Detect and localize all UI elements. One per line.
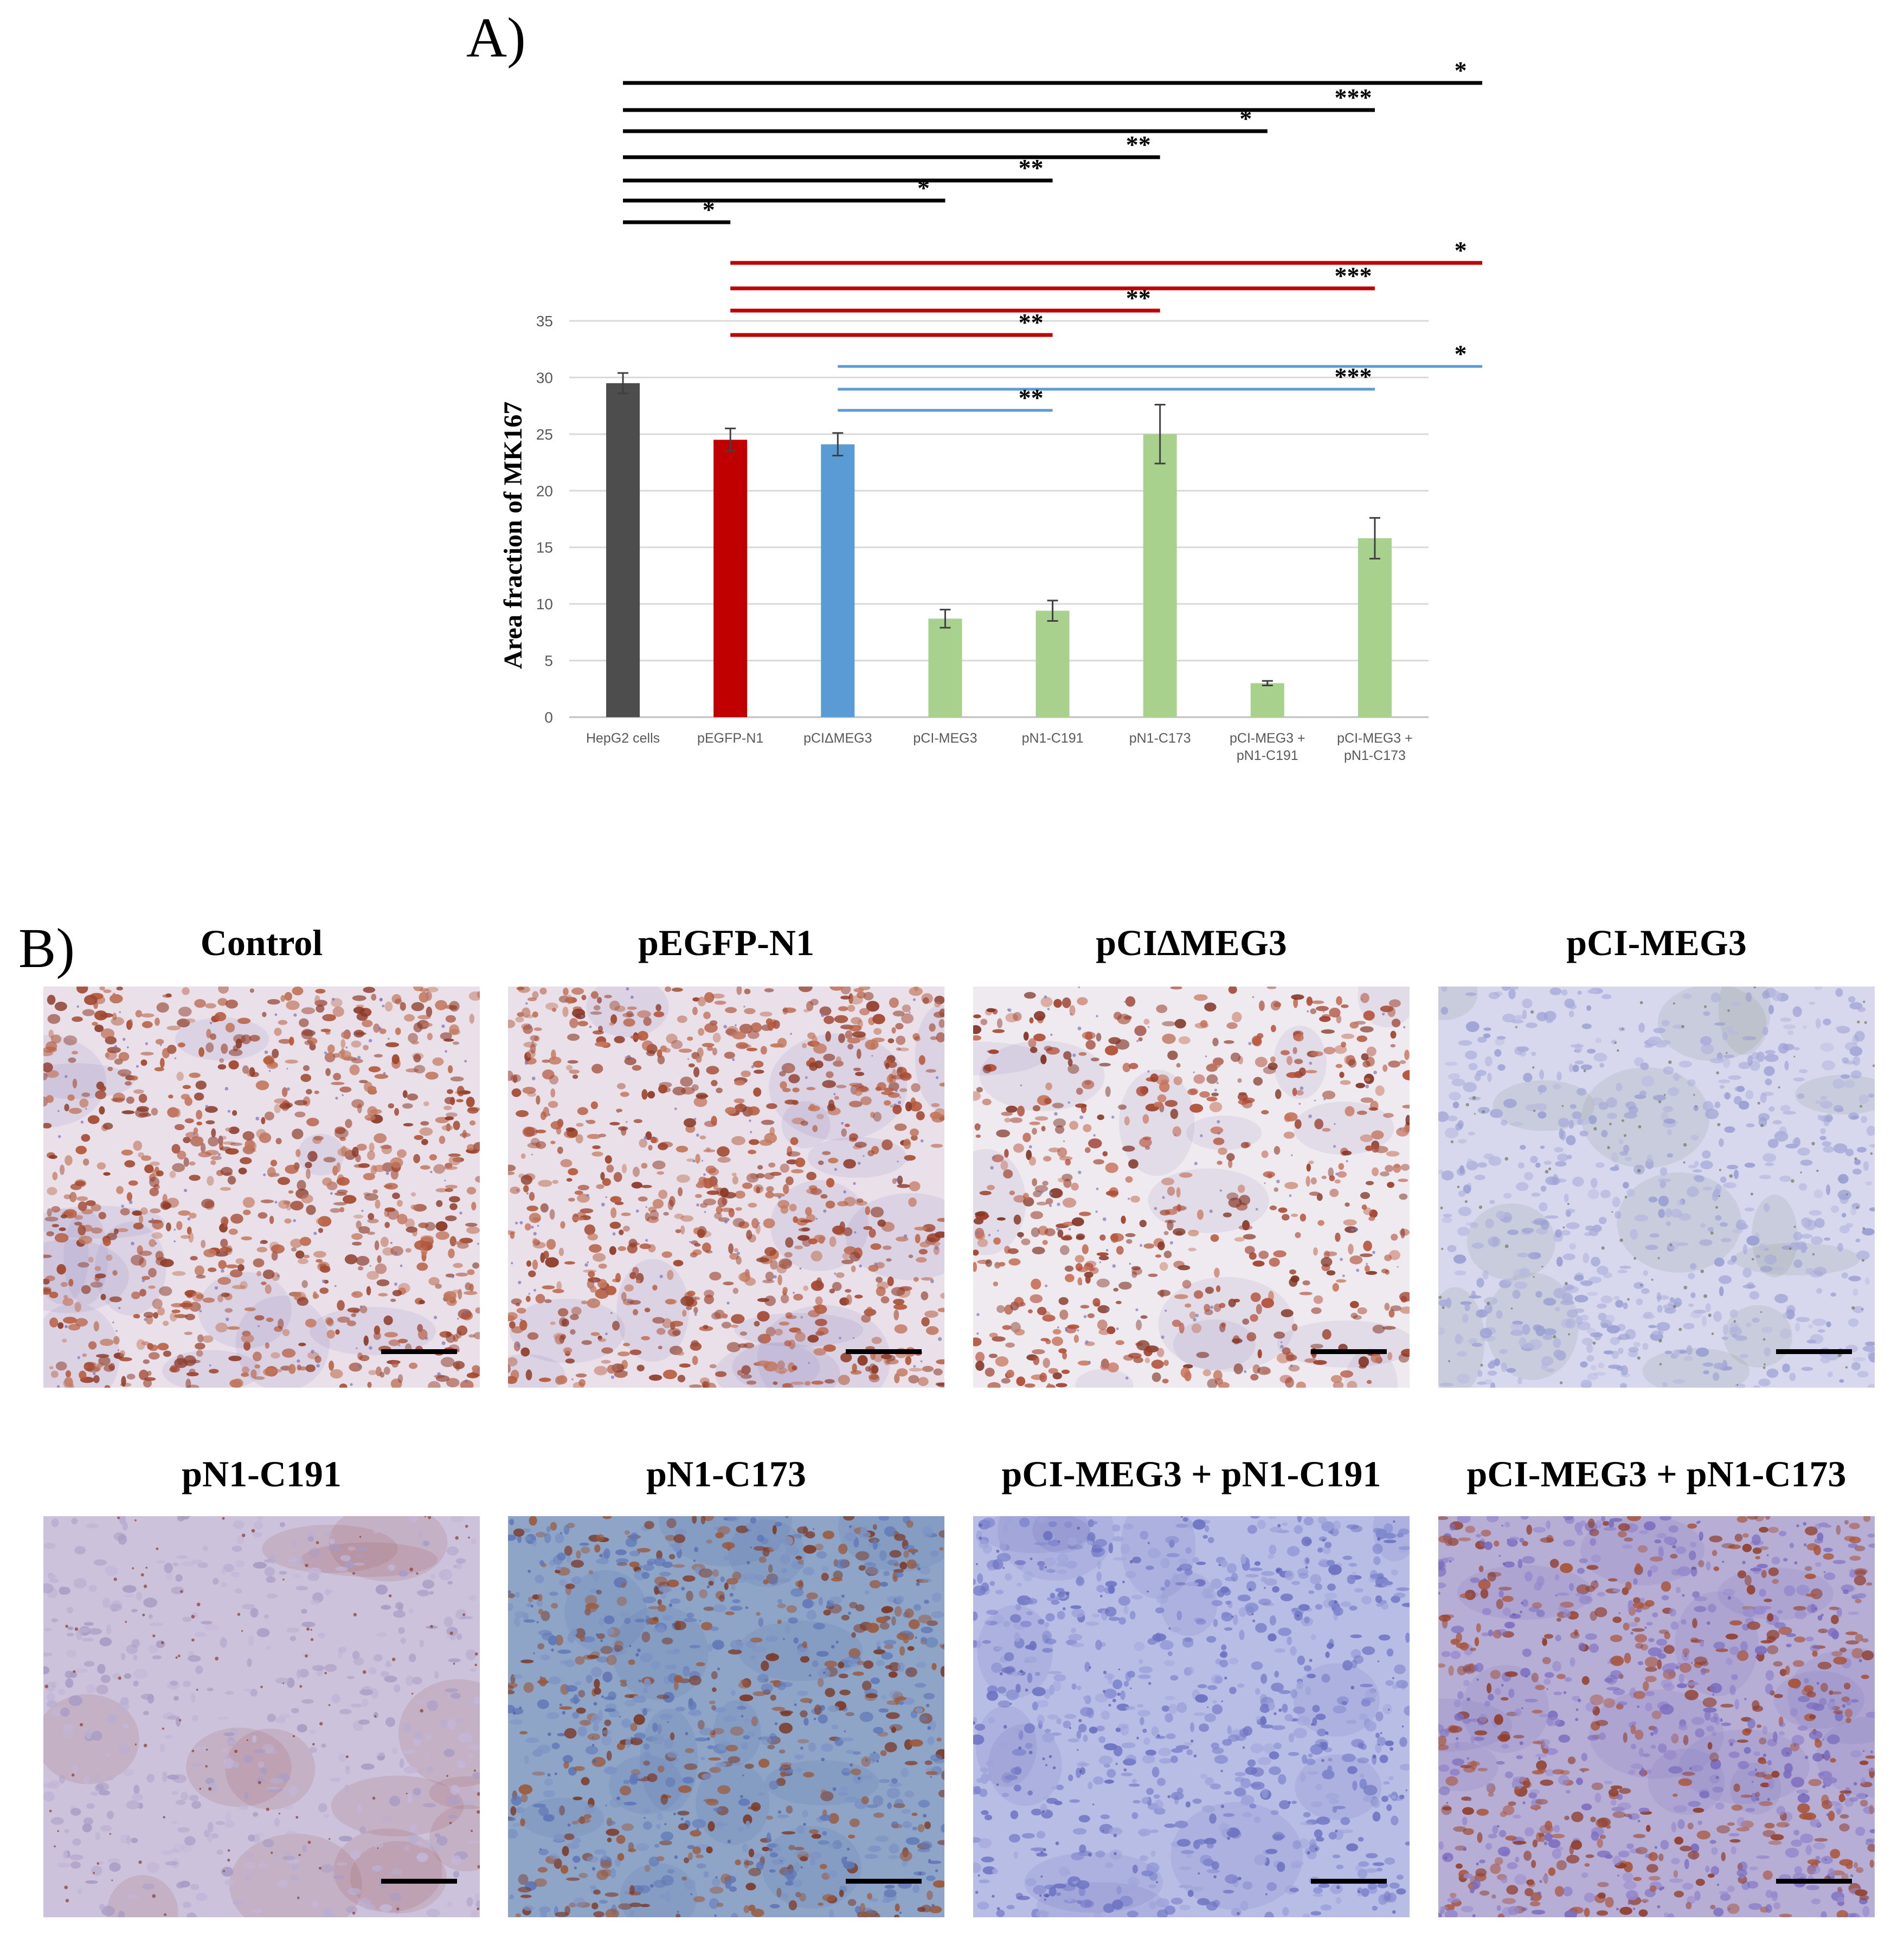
significance-stars: * (703, 196, 715, 223)
y-tick-label: 20 (536, 482, 553, 499)
scale-bar (1776, 1349, 1852, 1354)
bar (713, 440, 748, 717)
y-tick-label: 5 (544, 653, 553, 669)
significance-stars: ** (1019, 308, 1044, 336)
scale-bar (1311, 1879, 1387, 1884)
micrograph-title: pCI-MEG3 + pN1-C191 (1001, 1453, 1381, 1494)
micrograph-image (508, 1516, 944, 1917)
significance-stars: * (917, 174, 930, 202)
significance-stars: * (1455, 340, 1467, 368)
x-tick-label: pN1-C191 (1237, 748, 1298, 763)
micrograph-image (43, 1516, 480, 1917)
significance-stars: ** (1126, 131, 1151, 158)
scale-bar (1311, 1349, 1387, 1354)
significance-stars: * (1455, 56, 1467, 84)
bar (606, 383, 640, 717)
bar (928, 618, 962, 717)
micrograph-title: pCIΔMEG3 (1096, 922, 1287, 963)
micrograph-image (1438, 987, 1875, 1388)
y-tick-label: 0 (544, 709, 553, 726)
scale-bar (1776, 1879, 1852, 1884)
x-tick-label: pN1-C191 (1022, 731, 1084, 746)
y-tick-label: 25 (536, 426, 553, 443)
significance-stars: *** (1334, 262, 1372, 289)
x-tick-label: pEGFP-N1 (697, 731, 763, 746)
significance-stars: ** (1019, 384, 1044, 411)
micrograph-image (973, 987, 1410, 1388)
x-tick-label: pN1-C173 (1344, 748, 1406, 763)
micrograph-title: pN1-C191 (182, 1453, 342, 1494)
micrograph-title: Control (200, 922, 323, 963)
y-tick-label: 15 (536, 539, 553, 556)
scale-bar (381, 1879, 457, 1884)
y-tick-label: 35 (536, 313, 553, 330)
micrograph-image (1438, 1516, 1875, 1917)
y-axis-label: Area fraction of MK167 (499, 402, 528, 669)
micrograph-title: pEGFP-N1 (638, 922, 814, 963)
scale-bar (846, 1349, 922, 1354)
significance-stars: ** (1019, 154, 1044, 182)
micrograph-image (508, 987, 944, 1388)
micrograph-title: pCI-MEG3 + pN1-C173 (1466, 1453, 1847, 1494)
x-tick-label: pCI-MEG3 (913, 731, 977, 746)
bar (1035, 610, 1070, 717)
scale-bar (381, 1349, 457, 1354)
x-tick-label: pCI-MEG3 + (1337, 731, 1413, 746)
y-tick-label: 30 (536, 369, 553, 386)
x-tick-label: pCI-MEG3 + (1230, 731, 1305, 746)
bar (1358, 538, 1392, 717)
bar (821, 444, 855, 717)
x-tick-label: HepG2 cells (586, 731, 660, 746)
significance-stars: * (1239, 105, 1252, 132)
bar (1250, 683, 1284, 717)
y-tick-label: 10 (536, 596, 553, 613)
panel-a-label: A) (466, 7, 526, 69)
significance-stars: *** (1334, 83, 1372, 111)
x-tick-label: pN1-C173 (1129, 731, 1191, 746)
significance-stars: *** (1334, 363, 1372, 390)
panel-b-label: B) (18, 917, 75, 979)
bar-chart: 0 5 10 15 20 25 30 35 Area fraction of MK167 HepG… (499, 56, 1483, 763)
micrograph-title: pN1-C173 (646, 1453, 806, 1494)
scale-bar (846, 1879, 922, 1884)
x-tick-label: pCIΔMEG3 (803, 731, 872, 746)
significance-stars: * (1455, 236, 1467, 264)
micrograph-image (973, 1516, 1410, 1917)
bar (1143, 434, 1177, 717)
significance-stars: ** (1126, 284, 1151, 312)
micrograph-image (43, 987, 480, 1388)
micrograph-title: pCI-MEG3 (1566, 922, 1747, 963)
